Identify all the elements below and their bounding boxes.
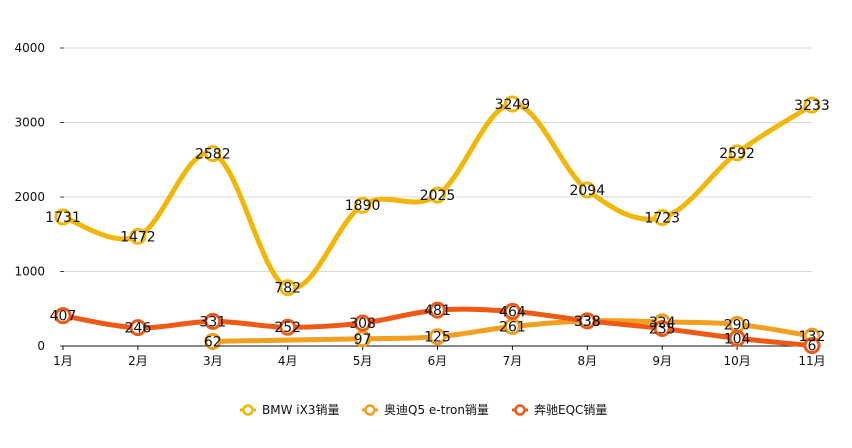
legend-swatch-marker [242,404,254,416]
data-label: 308 [349,316,376,332]
x-tick-label: 10月 [723,354,750,368]
y-tick-label: 0 [37,339,45,353]
x-tick-label: 5月 [353,354,373,368]
data-point [54,208,72,226]
x-tick-label: 7月 [503,354,523,368]
data-label: 331 [199,314,226,330]
data-label: 1731 [45,210,81,226]
axes: 0 1000 2000 3000 4000 1月 2月 3月 4月 5月 6月 7月 8月 9月 10月 11… [14,41,825,368]
legend-label: BMW iX3销量 [262,403,339,417]
data-point [653,209,671,227]
x-tick-label: 9月 [652,354,672,368]
legend-label: 奥迪Q5 e-tron销量 [384,403,489,417]
data-label: 2582 [195,147,231,163]
x-tick-label: 8月 [577,354,597,368]
y-tick-label: 2000 [14,190,45,204]
y-tick-label: 1000 [14,265,45,279]
data-label: 62 [204,334,222,350]
data-label: 782 [274,281,301,297]
y-tick-label: 4000 [14,41,45,55]
x-tick-label: 6月 [428,354,448,368]
data-label: 2094 [569,183,605,199]
data-point [279,279,297,297]
x-tick-label: 3月 [203,354,223,368]
data-label: 235 [649,321,676,337]
data-label: 1472 [120,229,156,245]
data-label: 125 [424,330,451,346]
data-point [279,318,297,336]
data-label: 1723 [644,211,680,227]
data-label: 97 [354,332,372,348]
data-point [129,319,147,337]
data-point [728,144,746,162]
legend: BMW iX3销量 奥迪Q5 e-tron销量 奔驰EQC销量 [240,403,607,417]
legend-swatch-marker [364,404,376,416]
x-tick-label: 1月 [53,354,73,368]
data-point [578,181,596,199]
data-point [354,330,372,348]
data-label: 132 [799,329,826,345]
data-label: 464 [499,304,526,320]
data-label: 338 [574,314,601,330]
data-label: 261 [499,320,526,336]
x-tick-label: 4月 [278,354,298,368]
data-label: 1890 [345,198,381,214]
data-label: 252 [274,320,301,336]
data-label: 2592 [719,146,755,162]
gridlines [63,47,812,272]
data-point [54,307,72,325]
legend-swatch-marker [514,404,526,416]
data-point [803,96,821,114]
data-label: 6 [808,339,817,355]
y-tick-label: 3000 [14,116,45,130]
data-label: 290 [724,317,751,333]
data-point [503,95,521,113]
data-label: 324 [649,315,676,331]
data-point [129,227,147,245]
data-point [429,186,446,204]
data-point [653,319,671,337]
data-point [204,312,222,330]
x-tick-label: 2月 [128,354,148,368]
data-point [429,301,446,319]
data-point [354,196,372,214]
data-point [204,332,222,350]
data-label: 407 [50,309,77,325]
data-labels: 62 97 125 261 338 324 290 132 407 246 331 252 308 481… [45,97,830,355]
series-markers [54,95,821,355]
data-point [429,328,446,346]
legend-label: 奔驰EQC销量 [534,403,607,417]
x-tick-label: 11月 [798,354,825,368]
data-label: 104 [724,331,751,347]
data-label: 246 [125,321,152,337]
data-point [204,145,222,163]
data-label: 3233 [794,98,830,114]
data-label: 3249 [495,97,531,113]
data-point [728,329,746,347]
data-label: 338 [574,314,601,330]
data-point [803,337,821,355]
data-label: 481 [424,303,451,319]
data-point [503,302,521,320]
data-point [578,312,596,330]
data-point [354,314,372,332]
data-label: 2025 [420,188,456,204]
